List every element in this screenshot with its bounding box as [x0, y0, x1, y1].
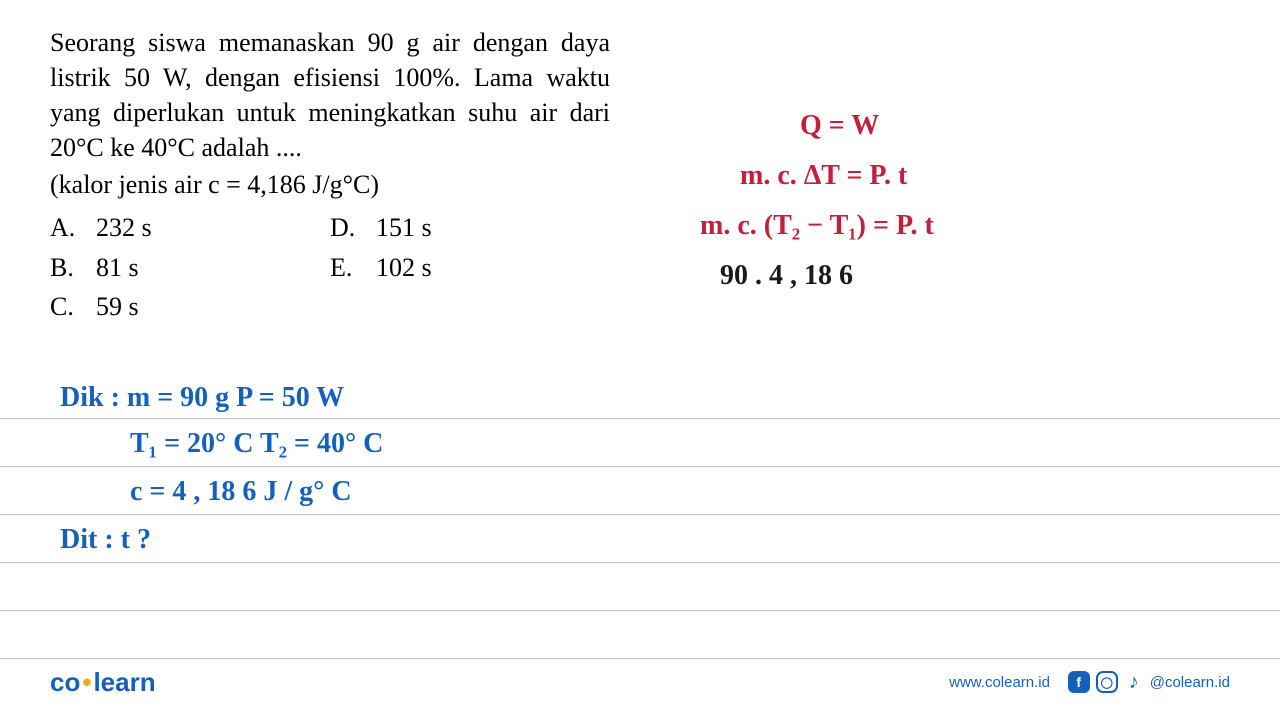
option-b: B. 81 s [50, 250, 330, 285]
facebook-icon: f [1068, 671, 1090, 693]
handwriting-blue-4: Dit : t ? [60, 524, 151, 556]
option-c: C. 59 s [50, 289, 330, 324]
question-text: Seorang siswa memanaskan 90 g air dengan… [50, 25, 610, 165]
question-block: Seorang siswa memanaskan 90 g air dengan… [50, 25, 610, 324]
option-value: 81 s [96, 250, 139, 285]
footer: co•learn www.colearn.id f ◯ ♪ @colearn.i… [0, 666, 1280, 698]
handwriting-blue-2: T₁ = 20° C T₂ = 40° C [130, 428, 383, 460]
handwriting-blue-1: Dik : m = 90 g P = 50 W [60, 382, 344, 414]
option-letter: D. [330, 210, 358, 245]
option-value: 151 s [376, 210, 432, 245]
option-letter: A. [50, 210, 78, 245]
option-letter: E. [330, 250, 358, 285]
rule-line [0, 610, 1280, 611]
option-d: D. 151 s [330, 210, 610, 245]
options-grid: A. 232 s D. 151 s B. 81 s E. 102 s C. 59… [50, 210, 610, 323]
instagram-icon: ◯ [1096, 671, 1118, 693]
rule-line [0, 514, 1280, 515]
question-subtext: (kalor jenis air c = 4,186 J/g°C) [50, 167, 610, 202]
handwriting-red-2: m. c. ΔT = P. t [740, 160, 907, 192]
handwriting-blue-3: c = 4 , 18 6 J / g° C [130, 476, 352, 508]
website-url: www.colearn.id [949, 674, 1050, 691]
option-value: 59 s [96, 289, 139, 324]
rule-line [0, 658, 1280, 659]
option-value: 102 s [376, 250, 432, 285]
tiktok-icon: ♪ [1124, 672, 1144, 692]
option-e: E. 102 s [330, 250, 610, 285]
logo-dot: • [82, 667, 91, 697]
brand-logo: co•learn [50, 667, 156, 698]
social-handles: f ◯ ♪ @colearn.id [1068, 671, 1230, 693]
rule-line [0, 418, 1280, 419]
option-a: A. 232 s [50, 210, 330, 245]
handwriting-red-3: m. c. (T₂ − T₁) = P. t [700, 210, 934, 242]
rule-line [0, 466, 1280, 467]
social-handle: @colearn.id [1150, 674, 1230, 691]
logo-pre: co [50, 667, 80, 697]
handwriting-black-4: 90 . 4 , 18 6 [720, 260, 853, 292]
option-letter: B. [50, 250, 78, 285]
handwriting-red-1: Q = W [800, 110, 879, 142]
logo-post: learn [93, 667, 155, 697]
option-value: 232 s [96, 210, 152, 245]
option-letter: C. [50, 289, 78, 324]
rule-line [0, 562, 1280, 563]
